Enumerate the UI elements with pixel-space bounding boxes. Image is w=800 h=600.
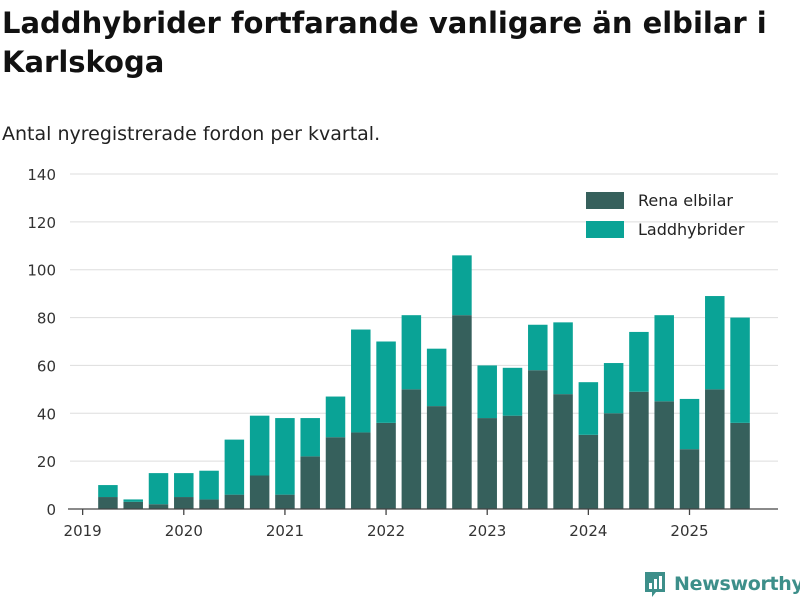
bar-elbilar-0 <box>98 497 118 509</box>
x-tick-label-2021: 2021 <box>266 522 304 540</box>
bar-laddhybrider-3 <box>174 473 194 498</box>
bar-laddhybrider-18 <box>553 322 573 395</box>
x-tick-label-2025: 2025 <box>670 522 708 540</box>
legend-label-elbilar: Rena elbilar <box>638 191 733 210</box>
bar-elbilar-11 <box>376 422 396 509</box>
bar-elbilar-23 <box>679 449 700 509</box>
bar-laddhybrider-13 <box>426 348 447 407</box>
y-tick-label-100: 100 <box>27 262 56 280</box>
newsworthy-logo-icon <box>645 572 665 597</box>
legend: Rena elbilar Laddhybrider <box>586 191 745 239</box>
bar-laddhybrider-25 <box>730 317 750 423</box>
bar-elbilar-3 <box>174 497 194 509</box>
legend-label-laddhybrider: Laddhybrider <box>638 220 745 239</box>
y-tick-label-0: 0 <box>46 501 56 519</box>
bar-laddhybrider-9 <box>325 396 346 438</box>
y-tick-label-80: 80 <box>37 310 56 328</box>
x-tick-label-2024: 2024 <box>569 522 607 540</box>
bar-laddhybrider-17 <box>528 324 548 371</box>
chart-title: Laddhybrider fortfarande vanligare än el… <box>2 6 767 79</box>
brand-name: Newsworthy <box>674 573 800 595</box>
bar-laddhybrider-11 <box>376 341 396 423</box>
bar-laddhybrider-5 <box>224 439 245 495</box>
x-axis: 2019 2020 2021 2022 2023 2024 2025 <box>64 508 778 540</box>
bar-elbilar-10 <box>351 432 371 509</box>
bar-laddhybrider-2 <box>148 473 169 505</box>
bar-elbilar-22 <box>654 401 674 509</box>
bar-laddhybrider-1 <box>123 499 143 502</box>
bar-elbilar-7 <box>275 494 295 509</box>
bar-laddhybrider-10 <box>351 329 371 433</box>
bar-elbilar-18 <box>553 394 573 509</box>
bar-elbilar-25 <box>730 422 750 509</box>
bar-laddhybrider-21 <box>629 331 649 392</box>
bar-elbilar-5 <box>224 494 245 509</box>
legend-swatch-laddhybrider <box>586 221 624 238</box>
bar-elbilar-1 <box>123 501 143 509</box>
bar-laddhybrider-7 <box>275 418 295 495</box>
bar-elbilar-24 <box>705 389 725 509</box>
bar-elbilar-13 <box>426 406 447 509</box>
chart-subtitle: Antal nyregistrerade fordon per kvartal. <box>2 123 381 145</box>
y-tick-label-60: 60 <box>37 357 56 375</box>
bar-laddhybrider-24 <box>705 296 725 390</box>
bar-laddhybrider-12 <box>401 315 422 390</box>
bar-laddhybrider-16 <box>502 367 523 416</box>
bar-elbilar-20 <box>603 413 624 509</box>
bar-laddhybrider-19 <box>578 382 599 435</box>
bar-laddhybrider-15 <box>477 365 497 419</box>
bar-elbilar-9 <box>325 437 346 509</box>
bar-laddhybrider-23 <box>679 398 700 450</box>
y-tick-label-40: 40 <box>37 405 56 423</box>
bar-elbilar-21 <box>629 391 649 509</box>
y-tick-label-140: 140 <box>27 166 56 184</box>
bar-elbilar-14 <box>452 315 472 509</box>
legend-swatch-elbilar <box>586 192 624 209</box>
bar-elbilar-4 <box>199 499 219 509</box>
bar-elbilar-8 <box>300 456 320 509</box>
bar-laddhybrider-14 <box>452 255 472 316</box>
bar-laddhybrider-8 <box>300 418 320 457</box>
newsworthy-brand: Newsworthy <box>643 569 800 599</box>
bar-laddhybrider-20 <box>603 363 624 414</box>
x-tick-label-2020: 2020 <box>165 522 203 540</box>
x-tick-label-2019: 2019 <box>64 522 102 540</box>
bar-elbilar-17 <box>528 370 548 509</box>
y-tick-label-20: 20 <box>37 453 56 471</box>
y-axis-ticks: 0 20 40 60 80 100 120 140 <box>27 166 56 519</box>
bar-laddhybrider-6 <box>249 415 270 476</box>
bar-elbilar-16 <box>502 415 523 509</box>
bar-elbilar-19 <box>578 434 599 509</box>
bar-elbilar-12 <box>401 389 422 509</box>
bar-elbilar-15 <box>477 418 497 509</box>
bar-elbilar-2 <box>148 504 169 509</box>
y-tick-label-120: 120 <box>27 214 56 232</box>
bar-laddhybrider-22 <box>654 315 674 402</box>
bar-elbilar-6 <box>249 475 270 509</box>
bar-laddhybrider-0 <box>98 485 118 498</box>
bar-laddhybrider-4 <box>199 470 219 500</box>
x-tick-label-2023: 2023 <box>468 522 506 540</box>
bars <box>98 255 750 509</box>
x-tick-label-2022: 2022 <box>367 522 405 540</box>
